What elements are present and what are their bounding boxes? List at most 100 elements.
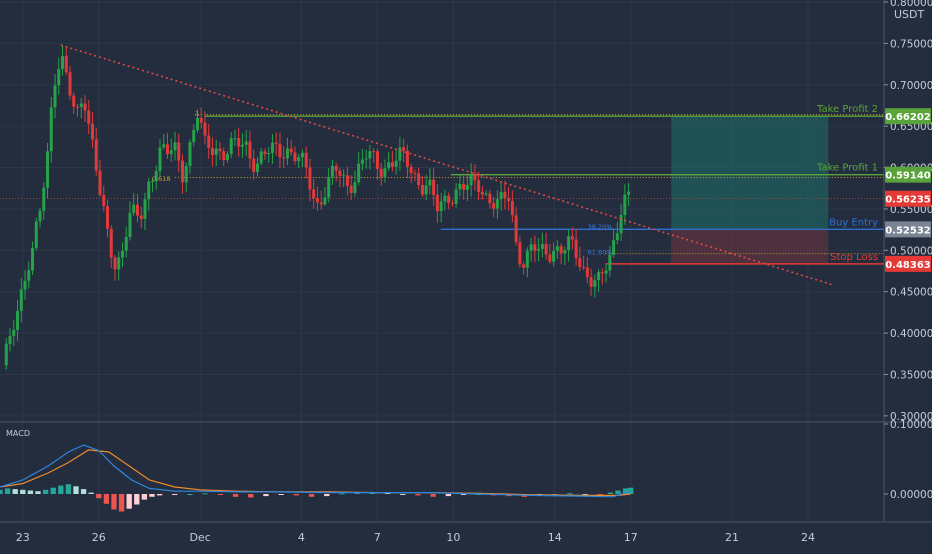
candle-body: [409, 166, 413, 173]
candle-body: [308, 167, 312, 190]
time-tick-label: 14: [548, 531, 562, 544]
candle-body: [222, 151, 226, 161]
time-tick-label: 7: [374, 531, 381, 544]
currency-label: USDT: [894, 8, 925, 21]
take-profit-2-label: Take Profit 2: [816, 104, 878, 115]
candle-body: [23, 280, 27, 290]
candle-body: [87, 110, 91, 124]
candle-body: [454, 189, 458, 204]
candle-body: [210, 147, 214, 155]
position-box: [671, 116, 829, 264]
candle-body: [375, 151, 379, 169]
macd-histogram-bar: [263, 494, 269, 497]
candle-body: [593, 280, 597, 287]
candle-body: [240, 144, 244, 147]
candle-body: [597, 272, 601, 281]
candle-body: [113, 257, 117, 270]
candle-body: [443, 195, 447, 202]
macd-histogram-bar: [65, 484, 72, 494]
candle-body: [135, 204, 139, 216]
time-tick-label: 4: [298, 531, 305, 544]
candle-body: [150, 181, 154, 183]
price-tags: 0.66202 0.59140 0.56235 0.52532 0.48363: [885, 108, 931, 272]
candle-body: [570, 236, 574, 240]
candle-body: [458, 183, 462, 190]
candle-body: [192, 129, 196, 143]
candle-body: [274, 142, 278, 144]
macd-histogram-bar: [278, 494, 284, 495]
candle-body: [544, 244, 548, 255]
candle-body: [600, 272, 604, 274]
candle-body: [345, 175, 349, 186]
candle-body: [518, 242, 522, 265]
macd-histogram-bar: [134, 494, 140, 505]
candle-body: [195, 118, 199, 130]
candle-body: [514, 215, 518, 243]
candle-body: [552, 251, 556, 262]
macd-histogram-bar: [20, 489, 26, 494]
candle-body: [578, 258, 582, 268]
candle-body: [154, 171, 158, 182]
fib-label: 38.20%: [588, 223, 613, 231]
candle-body: [503, 192, 507, 199]
macd-histogram-bar: [460, 494, 467, 495]
candle-body: [109, 228, 113, 258]
candle-body: [128, 212, 132, 237]
macd-histogram-bar: [27, 490, 34, 494]
macd-histogram-bar: [567, 493, 573, 495]
candle-body: [608, 254, 612, 271]
candle-body: [589, 277, 593, 287]
macd-histogram-bar: [324, 494, 330, 497]
candle-body: [360, 159, 364, 164]
reward-zone: [671, 116, 829, 230]
candle-body: [533, 244, 537, 251]
candle-body: [473, 174, 477, 181]
candle-body: [184, 165, 188, 183]
macd-histogram-bar: [354, 492, 360, 494]
candle-body: [169, 150, 173, 155]
time-tick-label: 21: [725, 531, 739, 544]
time-tick-label: 23: [16, 531, 30, 544]
candle-body: [330, 166, 334, 177]
macd-histogram-bar: [597, 494, 603, 495]
price-tick-label: 0.70000: [890, 80, 932, 92]
candle-body: [19, 289, 23, 311]
candle-body: [12, 329, 16, 336]
macd-histogram-bar: [400, 494, 406, 495]
macd-histogram-bar: [118, 494, 125, 512]
candle-body: [147, 181, 151, 200]
candle-body: [540, 244, 544, 249]
macd-histogram-bar: [58, 485, 64, 494]
macd-histogram-bar: [156, 494, 163, 496]
candle-body: [297, 157, 301, 162]
candle-body: [38, 210, 42, 222]
candle-body: [353, 182, 357, 193]
candle-body: [252, 158, 256, 172]
take-profit-1-label: Take Profit 1: [816, 163, 878, 174]
candle-body: [424, 185, 428, 195]
candle-body: [259, 151, 263, 164]
candle-body: [615, 233, 619, 241]
candle-body: [199, 118, 203, 123]
candle-body: [529, 244, 533, 251]
candle-body: [574, 239, 578, 259]
candle-body: [27, 270, 31, 281]
macd-histogram-bar: [172, 494, 178, 495]
macd-histogram-bar: [308, 494, 315, 497]
candle-body: [180, 160, 184, 183]
stop-loss-label: Stop Loss: [830, 252, 878, 263]
macd-histogram-bar: [35, 491, 41, 494]
candle-body: [420, 185, 424, 195]
macd-tick-label: 0.00000: [890, 489, 932, 501]
candle-body: [349, 185, 353, 193]
candle-body: [132, 204, 136, 213]
candle-body: [604, 270, 608, 274]
risk-zone: [671, 229, 829, 264]
candle-body: [465, 185, 469, 190]
macd-histogram-bar: [88, 492, 94, 494]
candle-body: [450, 202, 454, 204]
macd-label: MACD: [6, 429, 30, 438]
macd-histogram-bar: [141, 494, 148, 500]
